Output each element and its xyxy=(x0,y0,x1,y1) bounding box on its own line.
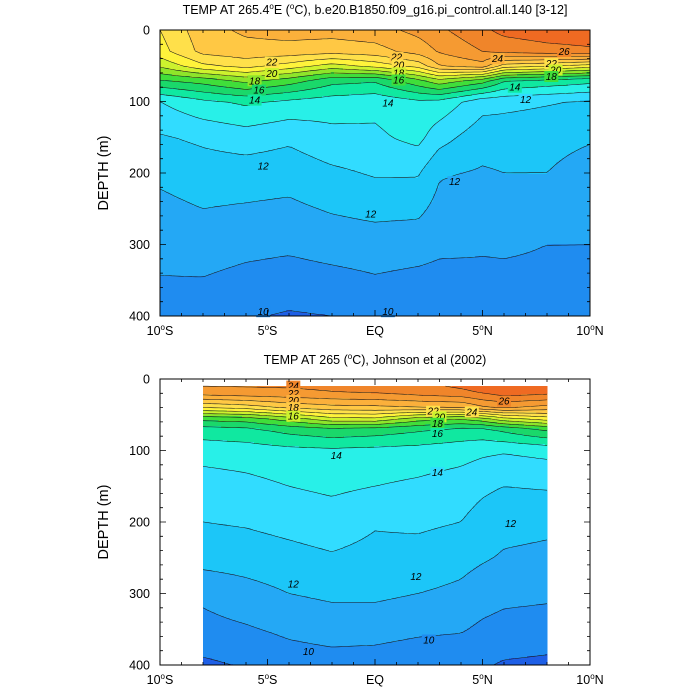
y-tick-label: 100 xyxy=(129,95,150,109)
x-tick-label: EQ xyxy=(366,324,384,338)
contour-label: 26 xyxy=(497,397,510,408)
contour-label: 20 xyxy=(265,69,278,80)
contour-label: 12 xyxy=(520,95,532,106)
y-axis-label: DEPTH (m) xyxy=(96,485,112,560)
y-tick-label: 300 xyxy=(129,587,150,601)
contour-label: 14 xyxy=(331,451,343,462)
contour-label: 22 xyxy=(265,58,278,69)
contour-label: 14 xyxy=(432,468,444,479)
contour-label: 10 xyxy=(423,636,435,647)
y-tick-label: 400 xyxy=(129,659,150,673)
x-tick-label: 10oS xyxy=(147,672,174,687)
y-tick-label: 200 xyxy=(129,516,150,530)
x-tick-label: EQ xyxy=(366,673,384,687)
contour-label: 12 xyxy=(449,177,461,188)
x-tick-label: 5oN xyxy=(472,323,492,338)
bottom-panel: 24222018161414222018162426121212101010oS… xyxy=(96,352,604,687)
x-tick-label: 10oN xyxy=(576,672,603,687)
y-tick-label: 0 xyxy=(143,373,150,387)
x-tick-label: 10oS xyxy=(147,323,174,338)
contour-label: 16 xyxy=(288,412,300,423)
y-tick-label: 0 xyxy=(143,24,150,38)
contour-label: 24 xyxy=(491,54,504,65)
x-tick-label: 5oS xyxy=(258,672,278,687)
contour-label: 10 xyxy=(303,647,315,658)
y-tick-label: 300 xyxy=(129,238,150,252)
contour-label: 14 xyxy=(382,98,394,109)
chart-title: TEMP AT 265.4oE (oC), b.e20.B1850.f09_g1… xyxy=(183,2,568,17)
contour-label: 14 xyxy=(249,96,261,107)
x-tick-label: 5oN xyxy=(472,672,492,687)
x-tick-label: 10oN xyxy=(576,323,603,338)
y-tick-label: 400 xyxy=(129,310,150,324)
contour-label: 14 xyxy=(509,83,521,94)
top-panel: 2220181614141212121010222018162426222018… xyxy=(96,2,604,338)
contour-label: 12 xyxy=(365,209,377,220)
y-axis-label: DEPTH (m) xyxy=(96,136,112,211)
contour-label: 16 xyxy=(393,76,405,87)
contour-label: 10 xyxy=(382,307,394,318)
contour-fill xyxy=(160,30,590,316)
contour-label: 12 xyxy=(258,161,270,172)
contour-label: 12 xyxy=(288,580,300,591)
contour-label: 12 xyxy=(410,572,422,583)
contour-label: 12 xyxy=(505,519,517,530)
y-tick-label: 100 xyxy=(129,444,150,458)
contour-label: 18 xyxy=(546,72,558,83)
x-tick-label: 5oS xyxy=(258,323,278,338)
chart-title: TEMP AT 265 (oC), Johnson et al (2002) xyxy=(264,352,487,367)
contour-label: 26 xyxy=(558,47,571,58)
contour-label: 24 xyxy=(465,407,478,418)
y-tick-label: 200 xyxy=(129,167,150,181)
contour-label: 16 xyxy=(432,429,444,440)
